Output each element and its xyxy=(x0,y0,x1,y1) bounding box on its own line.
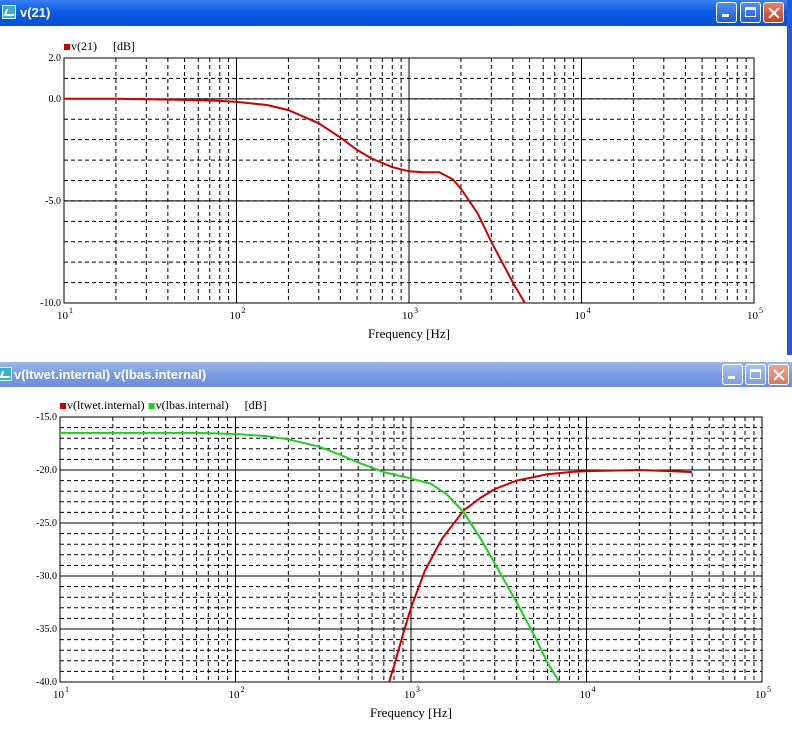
legend-swatch xyxy=(64,44,70,50)
y-tick-label: 2.0 xyxy=(49,53,62,64)
x-tick-label: 10 xyxy=(229,689,241,701)
legend-label: v(lbas.internal) xyxy=(156,398,229,412)
x-tick-label: 10 xyxy=(53,689,65,701)
x-tick-label: 10 xyxy=(755,689,767,701)
plot-frame xyxy=(59,416,763,683)
plot-window-internal: v(ltwet.internal) v(lbas.internal) -15.0… xyxy=(0,362,792,730)
app-icon xyxy=(2,5,16,19)
x-axis-label: Frequency [Hz] xyxy=(370,705,452,720)
x-tick-label: 10 xyxy=(230,310,242,322)
minimize-button[interactable] xyxy=(716,2,737,23)
x-tick-label: 10 xyxy=(575,310,587,322)
app-icon xyxy=(0,367,12,381)
y-tick-label: -40.0 xyxy=(36,677,57,688)
y-tick-label: 0.0 xyxy=(49,94,62,105)
x-tick-exponent: 5 xyxy=(767,685,771,694)
close-button[interactable] xyxy=(763,2,784,23)
x-tick-exponent: 1 xyxy=(69,306,73,315)
x-tick-exponent: 4 xyxy=(592,685,596,694)
legend-swatch xyxy=(60,403,66,409)
y-tick-label: -5.0 xyxy=(45,196,61,207)
chart-v21: 2.00.0-5.0-10.010 1 10 2 10 3 10 4 10 5Frequency … xyxy=(40,39,763,341)
x-tick-label: 10 xyxy=(404,689,416,701)
window-title: v(ltwet.internal) v(lbas.internal) xyxy=(14,367,207,382)
x-tick-label: 10 xyxy=(580,689,592,701)
x-tick-label: 10 xyxy=(747,310,759,322)
legend-label: v(21) xyxy=(71,39,97,53)
x-tick-label: 10 xyxy=(57,310,69,322)
window-titlebar[interactable]: v(21) xyxy=(0,0,787,26)
y-tick-label: -10.0 xyxy=(40,298,61,309)
minimize-button[interactable] xyxy=(722,364,743,385)
x-tick-exponent: 4 xyxy=(587,306,591,315)
close-button[interactable] xyxy=(768,364,789,385)
x-tick-exponent: 5 xyxy=(759,306,763,315)
x-tick-exponent: 3 xyxy=(416,685,420,694)
window-titlebar[interactable]: v(ltwet.internal) v(lbas.internal) xyxy=(0,362,792,387)
y-tick-label: -25.0 xyxy=(36,518,57,529)
y-tick-label: -15.0 xyxy=(36,412,57,423)
legend-label: v(ltwet.internal) xyxy=(67,398,145,412)
y-tick-label: -30.0 xyxy=(36,571,57,582)
x-axis-label: Frequency [Hz] xyxy=(368,326,450,341)
unit-label: [dB] xyxy=(245,398,267,412)
x-tick-exponent: 3 xyxy=(414,306,418,315)
series-line xyxy=(60,431,561,683)
legend-swatch xyxy=(148,403,155,409)
window-title: v(21) xyxy=(20,5,51,20)
plot-window-v21: v(21) 2.0 0.0 -5.0 -10.0 10 1 10 2 10 3 10 4 10 5 Freq… xyxy=(0,0,792,355)
unit-label: [dB] xyxy=(113,39,135,53)
series-line xyxy=(64,97,526,304)
series-line xyxy=(388,468,693,683)
chart-internal: -15.0-20.0-25.0-30.0-35.0-40.010 1 10 2 10 3 1… xyxy=(36,398,771,720)
x-tick-label: 10 xyxy=(402,310,414,322)
y-tick-label: -20.0 xyxy=(36,465,57,476)
plot-frame xyxy=(63,57,755,304)
x-tick-exponent: 2 xyxy=(241,685,245,694)
maximize-button[interactable] xyxy=(740,2,761,23)
x-tick-exponent: 2 xyxy=(242,306,246,315)
maximize-button[interactable] xyxy=(745,364,766,385)
x-tick-exponent: 1 xyxy=(65,685,69,694)
y-tick-label: -35.0 xyxy=(36,624,57,635)
